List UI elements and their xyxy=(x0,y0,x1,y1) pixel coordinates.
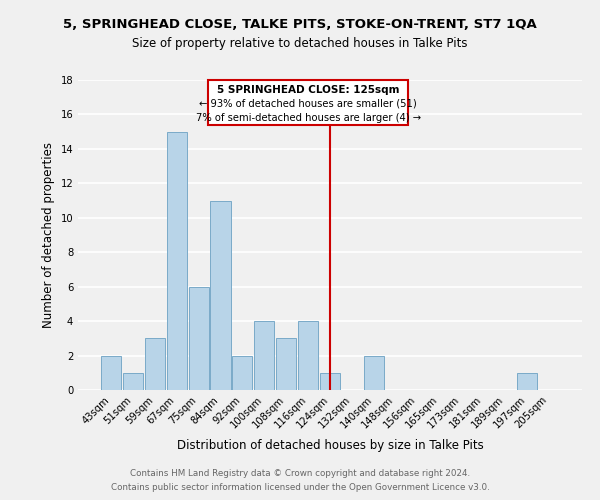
Bar xyxy=(364,356,384,390)
Text: Size of property relative to detached houses in Talke Pits: Size of property relative to detached ho… xyxy=(132,38,468,51)
Text: 5 SPRINGHEAD CLOSE: 125sqm: 5 SPRINGHEAD CLOSE: 125sqm xyxy=(217,85,400,95)
Text: 5, SPRINGHEAD CLOSE, TALKE PITS, STOKE-ON-TRENT, ST7 1QA: 5, SPRINGHEAD CLOSE, TALKE PITS, STOKE-O… xyxy=(63,18,537,30)
Bar xyxy=(123,373,143,390)
Text: 7% of semi-detached houses are larger (4) →: 7% of semi-detached houses are larger (4… xyxy=(196,112,421,122)
Bar xyxy=(188,286,209,390)
Y-axis label: Number of detached properties: Number of detached properties xyxy=(42,142,55,328)
Bar xyxy=(145,338,165,390)
Bar xyxy=(211,200,230,390)
Text: Contains public sector information licensed under the Open Government Licence v3: Contains public sector information licen… xyxy=(110,484,490,492)
X-axis label: Distribution of detached houses by size in Talke Pits: Distribution of detached houses by size … xyxy=(176,439,484,452)
Bar xyxy=(101,356,121,390)
Bar xyxy=(167,132,187,390)
Text: Contains HM Land Registry data © Crown copyright and database right 2024.: Contains HM Land Registry data © Crown c… xyxy=(130,468,470,477)
Bar xyxy=(517,373,537,390)
Text: ← 93% of detached houses are smaller (51): ← 93% of detached houses are smaller (51… xyxy=(199,99,417,109)
Bar xyxy=(276,338,296,390)
Bar xyxy=(254,321,274,390)
Bar xyxy=(320,373,340,390)
Bar xyxy=(232,356,253,390)
Bar xyxy=(298,321,318,390)
Bar xyxy=(208,80,408,125)
